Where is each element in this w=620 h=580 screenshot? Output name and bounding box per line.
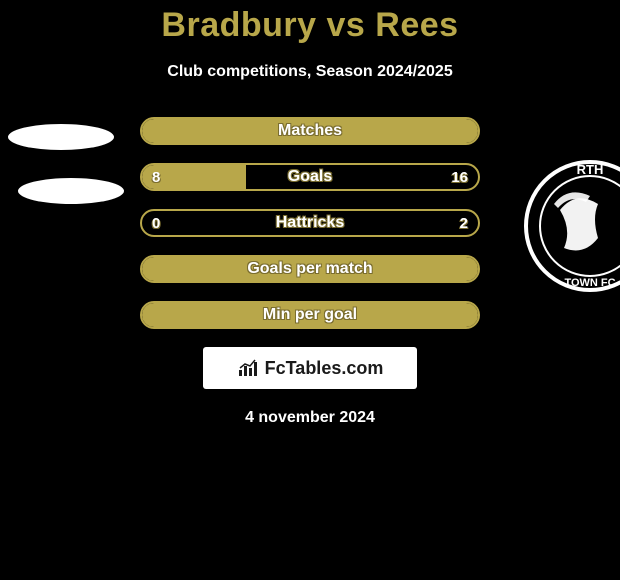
bar-label: Matches — [278, 122, 342, 140]
comparison-bar: Matches — [140, 117, 480, 145]
bar-label: Hattricks — [276, 214, 344, 232]
comparison-bar: 0 2 Hattricks — [140, 209, 480, 237]
comparison-bar: Goals per match — [140, 255, 480, 283]
bar-value-right: 2 — [460, 215, 468, 232]
page-title: Bradbury vs Rees — [0, 6, 620, 45]
bar-value-left: 8 — [152, 169, 160, 186]
left-ellipse-2 — [18, 178, 124, 204]
brand-text: FcTables.com — [265, 358, 384, 379]
bar-label: Goals — [288, 168, 332, 186]
brand-logo: FcTables.com — [237, 358, 384, 379]
bar-value-right: 16 — [451, 169, 468, 186]
bar-value-left: 0 — [152, 215, 160, 232]
subtitle: Club competitions, Season 2024/2025 — [0, 63, 620, 81]
bar-label: Min per goal — [263, 306, 357, 324]
club-logo-text-top: RTH — [577, 162, 604, 177]
left-ellipse-1 — [8, 124, 114, 150]
comparison-row: Min per goal — [0, 301, 620, 329]
brand-logo-box: FcTables.com — [203, 347, 417, 389]
club-logo-text-bottom: TOWN FC — [564, 277, 615, 289]
comparison-bar: Min per goal — [140, 301, 480, 329]
club-logo: RTH TOWN FC — [498, 160, 620, 292]
comparison-bar: 8 16 Goals — [140, 163, 480, 191]
chart-icon — [237, 358, 261, 378]
date-label: 4 november 2024 — [0, 409, 620, 427]
bar-label: Goals per match — [247, 260, 372, 278]
